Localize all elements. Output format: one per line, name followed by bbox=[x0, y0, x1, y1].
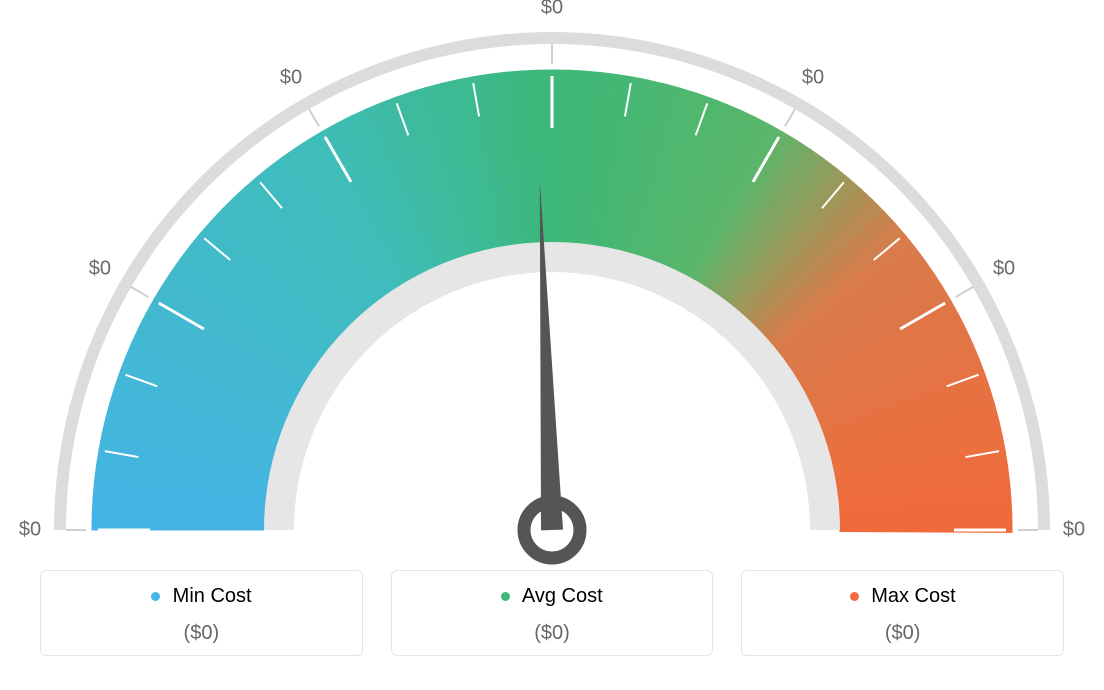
legend-row: Min Cost ($0) Avg Cost ($0) Max Cost ($0… bbox=[0, 570, 1104, 656]
legend-label-min: Min Cost bbox=[173, 585, 252, 607]
legend-title-avg: Avg Cost bbox=[392, 585, 713, 608]
gauge-svg bbox=[0, 0, 1104, 570]
legend-title-min: Min Cost bbox=[41, 585, 362, 608]
gauge-tick-label: $0 bbox=[541, 0, 563, 20]
legend-value-max: ($0) bbox=[742, 622, 1063, 645]
legend-card-min: Min Cost ($0) bbox=[40, 570, 363, 656]
legend-value-min: ($0) bbox=[41, 622, 362, 645]
legend-dot-max bbox=[850, 592, 859, 601]
legend-card-max: Max Cost ($0) bbox=[741, 570, 1064, 656]
legend-dot-avg bbox=[501, 592, 510, 601]
gauge-tick-label: $0 bbox=[993, 258, 1015, 281]
gauge-tick-label: $0 bbox=[280, 66, 302, 89]
gauge-tick-label: $0 bbox=[1063, 519, 1085, 542]
gauge-area: $0 $0 $0 $0 $0 $0 $0 bbox=[0, 0, 1104, 570]
legend-label-avg: Avg Cost bbox=[522, 585, 603, 607]
legend-label-max: Max Cost bbox=[871, 585, 955, 607]
legend-value-avg: ($0) bbox=[392, 622, 713, 645]
cost-gauge-chart: $0 $0 $0 $0 $0 $0 $0 Min Cost ($0) Avg Cost ($… bbox=[0, 0, 1104, 690]
legend-card-avg: Avg Cost ($0) bbox=[391, 570, 714, 656]
legend-dot-min bbox=[151, 592, 160, 601]
gauge-tick-label: $0 bbox=[89, 258, 111, 281]
legend-title-max: Max Cost bbox=[742, 585, 1063, 608]
gauge-tick-label: $0 bbox=[802, 66, 824, 89]
gauge-tick-label: $0 bbox=[19, 519, 41, 542]
